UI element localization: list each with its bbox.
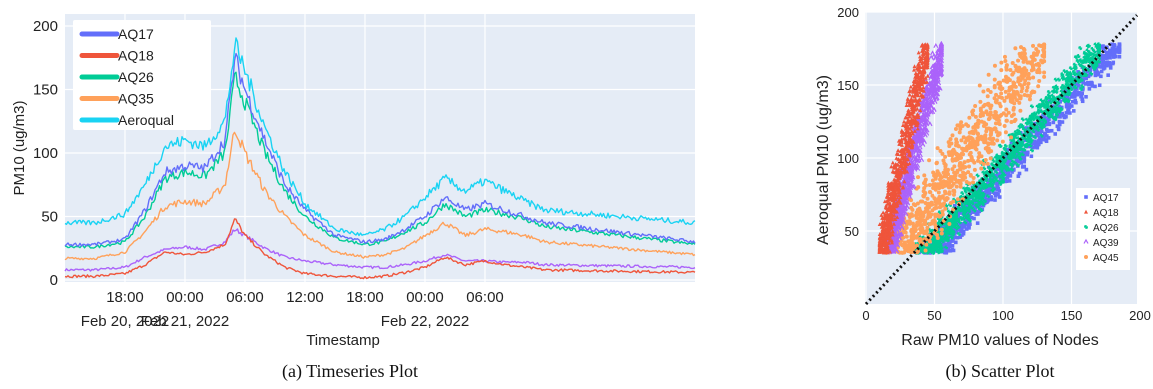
ts-xtick-label: 12:00 [286,289,324,306]
timeseries-panel: 0 50 100 150 200 18:00 Feb 20, 2022 00:00 Feb 2… [11,14,696,382]
scatter-caption: (b) Scatter Plot [946,361,1055,382]
ts-series-aq17 [64,52,696,247]
ts-legend-label: AQ35 [118,91,154,107]
ts-series-aq18 [64,218,696,280]
sc-xtick-label: 50 [927,308,941,323]
ts-series-aq35 [64,131,696,261]
ts-legend-label: Aeroqual [118,112,174,128]
sc-ytick-label: 50 [845,224,859,239]
timeseries-xlabel: Timestamp [306,332,380,349]
ts-legend-box [73,20,211,130]
ts-ytick-label: 50 [41,209,58,226]
sc-xtick-label: 100 [992,308,1014,323]
sc-series-aq26 [909,42,1101,255]
scatter-ylabel: Aeroqual PM10 (ug/m3) [815,75,832,245]
timeseries-ylabel: PM10 (ug/m3) [11,100,28,195]
sc-series-aq39 [884,40,944,255]
sc-xtick-label: 200 [1129,308,1151,323]
ts-ytick-label: 150 [33,82,58,99]
ts-series-unlabeled [64,228,696,272]
ts-xtick-label: 18:00 [346,289,384,306]
sc-xtick-label: 150 [1061,308,1083,323]
ts-xtick-label: 00:00 [166,289,204,306]
timeseries-legend: AQ17 AQ18 AQ26 AQ35 Aeroqual [73,20,211,130]
scatter-xlabel: Raw PM10 values of Nodes [901,332,1098,349]
ts-ytick-label: 200 [33,18,58,35]
ts-ytick-label: 100 [33,145,58,162]
ts-ytick-label: 0 [50,272,58,289]
ts-xtick-sublabel: Feb 21, 2022 [141,313,229,330]
reference-line [864,14,1139,306]
scatter-panel: 0 50 100 150 200 50 100 150 200 Aeroqual PM10 (u… [815,5,1151,382]
sc-legend-label: AQ18 [1093,208,1119,219]
sc-series-aq18 [877,42,930,255]
ts-xtick-label: 06:00 [226,289,264,306]
timeseries-caption: (a) Timeseries Plot [282,361,418,382]
ts-xtick-label: 06:00 [466,289,504,306]
ts-xtick-sublabel: Feb 22, 2022 [381,313,469,330]
ts-xtick-label: 18:00 [106,289,144,306]
ts-legend-label: AQ17 [118,26,154,42]
sc-legend-label: AQ17 [1093,193,1119,204]
ts-legend-label: AQ18 [118,48,154,64]
sc-ytick-label: 200 [837,5,859,20]
ts-xtick-label: 00:00 [406,289,444,306]
ts-legend-label: AQ26 [118,69,154,85]
sc-legend-label: AQ26 [1093,223,1119,234]
sc-legend-label: AQ45 [1093,253,1119,264]
sc-ytick-label: 100 [837,151,859,166]
sc-legend-label: AQ39 [1093,238,1119,249]
ts-xtick-sublabel: Feb 20, 2022 [81,313,169,330]
sc-ytick-label: 150 [837,78,859,93]
sc-series-aq45 [884,42,1047,255]
ts-series-aeroqual [64,37,696,237]
sc-xtick-label: 0 [862,308,869,323]
scatter-legend: AQ17 AQ18 AQ26 AQ39 AQ45 [1076,188,1130,270]
